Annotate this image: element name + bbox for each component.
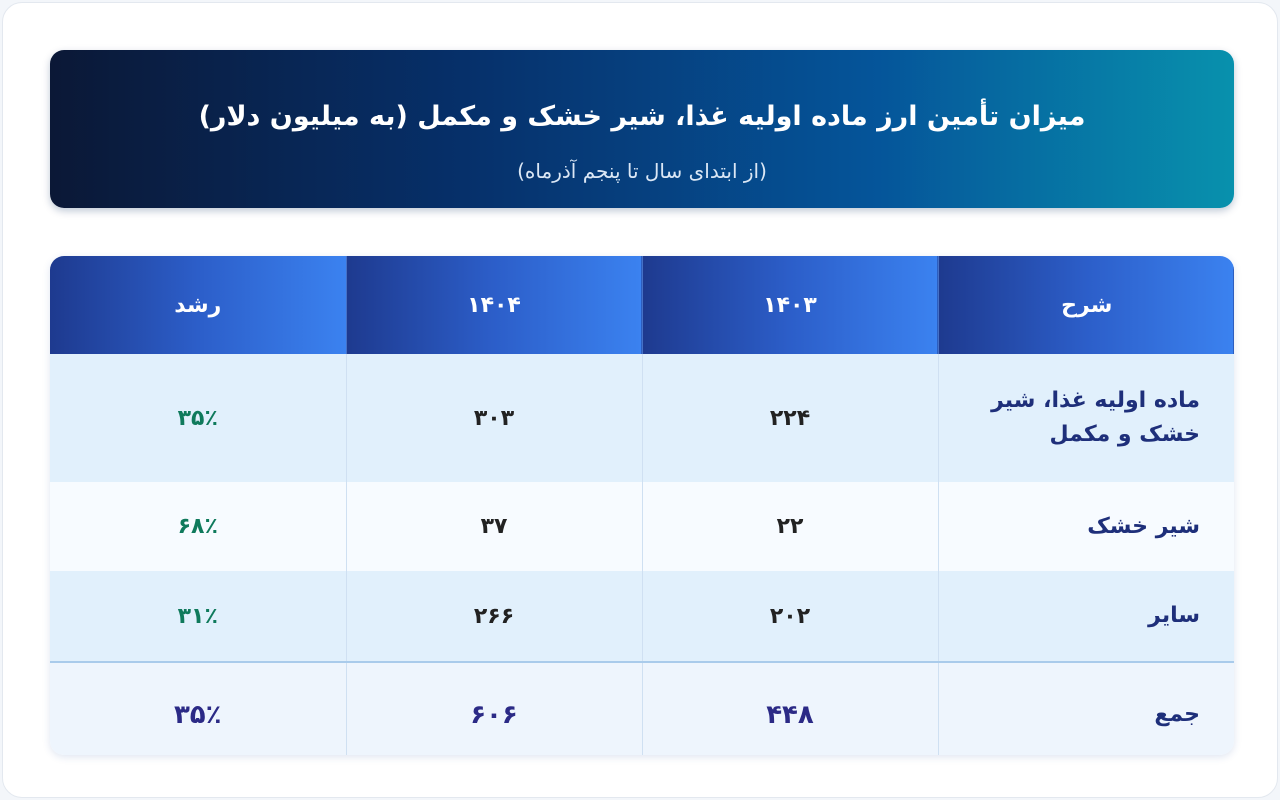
total-growth: ۳۵٪ — [50, 661, 346, 755]
table-header-row: شرح ۱۴۰۳ ۱۴۰۴ رشد — [50, 256, 1234, 354]
column-header-1403: ۱۴۰۳ — [641, 256, 938, 354]
total-row: جمع ۴۴۸ ۶۰۶ ۳۵٪ — [50, 661, 1234, 755]
value-1403: ۲۰۲ — [641, 571, 938, 662]
value-1403: ۲۲ — [641, 482, 938, 571]
growth-value: ۳۱٪ — [50, 571, 346, 662]
table-row: سایر ۲۰۲ ۲۶۶ ۳۱٪ — [50, 571, 1234, 662]
title-banner: میزان تأمین ارز ماده اولیه غذا، شیر خشک … — [50, 50, 1234, 208]
growth-value: ۳۵٪ — [50, 354, 346, 482]
value-1404: ۳۰۳ — [345, 354, 642, 482]
value-1403: ۲۲۴ — [641, 354, 938, 482]
data-table: شرح ۱۴۰۳ ۱۴۰۴ رشد ماده اولیه غذا، شیر خش… — [50, 256, 1234, 755]
value-1404: ۳۷ — [345, 482, 642, 571]
row-label: ماده اولیه غذا، شیر خشک و مکمل — [937, 354, 1234, 482]
row-label: شیر خشک — [937, 482, 1234, 571]
table-row: شیر خشک ۲۲ ۳۷ ۶۸٪ — [50, 482, 1234, 571]
total-1404: ۶۰۶ — [345, 661, 642, 755]
page-subtitle: (از ابتدای سال تا پنجم آذرماه) — [517, 159, 767, 183]
column-header-growth: رشد — [50, 256, 346, 354]
total-1403: ۴۴۸ — [641, 661, 938, 755]
column-header-1404: ۱۴۰۴ — [345, 256, 642, 354]
page-title: میزان تأمین ارز ماده اولیه غذا، شیر خشک … — [198, 101, 1086, 132]
value-1404: ۲۶۶ — [345, 571, 642, 662]
table-row: ماده اولیه غذا، شیر خشک و مکمل ۲۲۴ ۳۰۳ ۳… — [50, 354, 1234, 482]
row-label: سایر — [937, 571, 1234, 662]
total-label: جمع — [937, 661, 1234, 755]
growth-value: ۶۸٪ — [50, 482, 346, 571]
column-header-description: شرح — [937, 256, 1234, 354]
